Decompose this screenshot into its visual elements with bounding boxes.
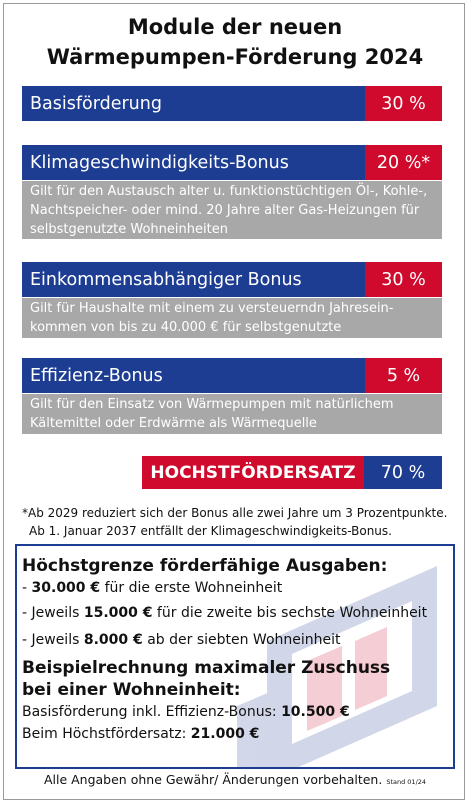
example-text: Basisförderung inkl. Effizienz-Bonus: [22, 704, 282, 720]
disclaimer: Alle Angaben ohne Gewähr/ Änderungen vor… [0, 772, 470, 787]
module-percent: 20 %* [365, 145, 442, 180]
module-description: Gilt für den Einsatz von Wärmepumpen mit… [22, 394, 442, 434]
module-label: Klimageschwindigkeits-Bonus [22, 145, 365, 180]
limit-item: - Jeweils 15.000 € für die zweite bis se… [22, 602, 452, 624]
description-line: Gilt für Haushalte mit einem zu versteue… [30, 301, 394, 316]
module-description: Gilt für Haushalte mit einem zu versteue… [22, 298, 442, 354]
page-title: Module der neuen Wärmepumpen-Förderung 2… [0, 12, 470, 72]
description-line: Nachtspeicher- oder mind. 20 Jahre alter… [30, 203, 420, 218]
limit-prefix: - [22, 580, 32, 596]
limits-heading: Höchstgrenze förderfähige Ausgaben: [22, 556, 388, 576]
limit-suffix: für die zweite bis sechste Wohneinheit [152, 605, 428, 621]
example-item: Beim Höchstfördersatz: 21.000 € [22, 723, 452, 745]
example-text: Beim Höchstfördersatz: [22, 726, 191, 742]
watermark-logo [237, 566, 437, 767]
module-basisfoerderung: Basisförderung 30 % [22, 86, 442, 121]
limit-prefix: - Jeweils [22, 605, 84, 621]
module-klimageschwindigkeits-bonus: Klimageschwindigkeits-Bonus 20 %* [22, 145, 442, 180]
limit-prefix: - Jeweils [22, 632, 84, 648]
example-amount: 21.000 € [190, 726, 260, 742]
hoechstfoerdersatz-bar: HOCHSTFÖRDERSATZ 70 % [142, 456, 442, 489]
module-percent: 5 % [365, 358, 442, 393]
module-percent: 30 % [365, 86, 442, 121]
stand-date: Stand 01/24 [386, 778, 427, 786]
module-effizienz-bonus: Effizienz-Bonus 5 % [22, 358, 442, 393]
module-label: Basisförderung [22, 86, 365, 121]
limit-suffix: für die erste Wohneinheit [100, 580, 283, 596]
limit-suffix: ab der siebten Wohneinheit [142, 632, 341, 648]
info-box: Höchstgrenze förderfähige Ausgaben: - 30… [15, 544, 455, 769]
module-description: Gilt für den Austausch alter u. funktion… [22, 181, 442, 239]
example-item: Basisförderung inkl. Effizienz-Bonus: 10… [22, 701, 452, 723]
title-line-2: Wärmepumpen-Förderung 2024 [46, 45, 424, 69]
description-line: selbstgenutzte Wohneinheiten [30, 222, 228, 237]
module-label: Einkommensabhängiger Bonus [22, 262, 365, 297]
module-label: Effizienz-Bonus [22, 358, 365, 393]
module-einkommensabhaengiger-bonus: Einkommensabhängiger Bonus 30 % [22, 262, 442, 297]
example-amount: 10.500 € [281, 704, 350, 720]
limit-item: - Jeweils 8.000 € ab der siebten Wohnein… [22, 629, 452, 651]
module-percent: 30 % [365, 262, 442, 297]
footnote-line-1: *Ab 2029 reduziert sich der Bonus alle z… [22, 506, 448, 520]
page-frame [3, 3, 465, 800]
description-line: Gilt für den Austausch alter u. funktion… [30, 184, 428, 199]
description-line: kommen von bis zu 40.000 € für selbstgen… [30, 320, 342, 354]
description-line: Kältemittel oder Erdwärme als Wärmequell… [30, 416, 317, 431]
limit-amount: 15.000 € [83, 605, 153, 621]
description-line: Gilt für den Einsatz von Wärmepumpen mit… [30, 397, 394, 412]
title-line-1: Module der neuen [127, 15, 343, 39]
example-heading-2: bei einer Wohneinheit: [22, 680, 241, 700]
limit-item: - 30.000 € für die erste Wohneinheit [22, 577, 452, 599]
footnote-line-2: Ab 1. Januar 2037 entfällt der Klimagesc… [29, 524, 392, 538]
disclaimer-text: Alle Angaben ohne Gewähr/ Änderungen vor… [43, 772, 383, 787]
total-label: HOCHSTFÖRDERSATZ [142, 456, 364, 489]
footnote: *Ab 2029 reduziert sich der Bonus alle z… [22, 504, 462, 540]
limit-amount: 8.000 € [83, 632, 143, 648]
limit-amount: 30.000 € [31, 580, 101, 596]
total-percent: 70 % [364, 456, 442, 489]
example-heading-1: Beispielrechnung maximaler Zuschuss [22, 658, 391, 678]
